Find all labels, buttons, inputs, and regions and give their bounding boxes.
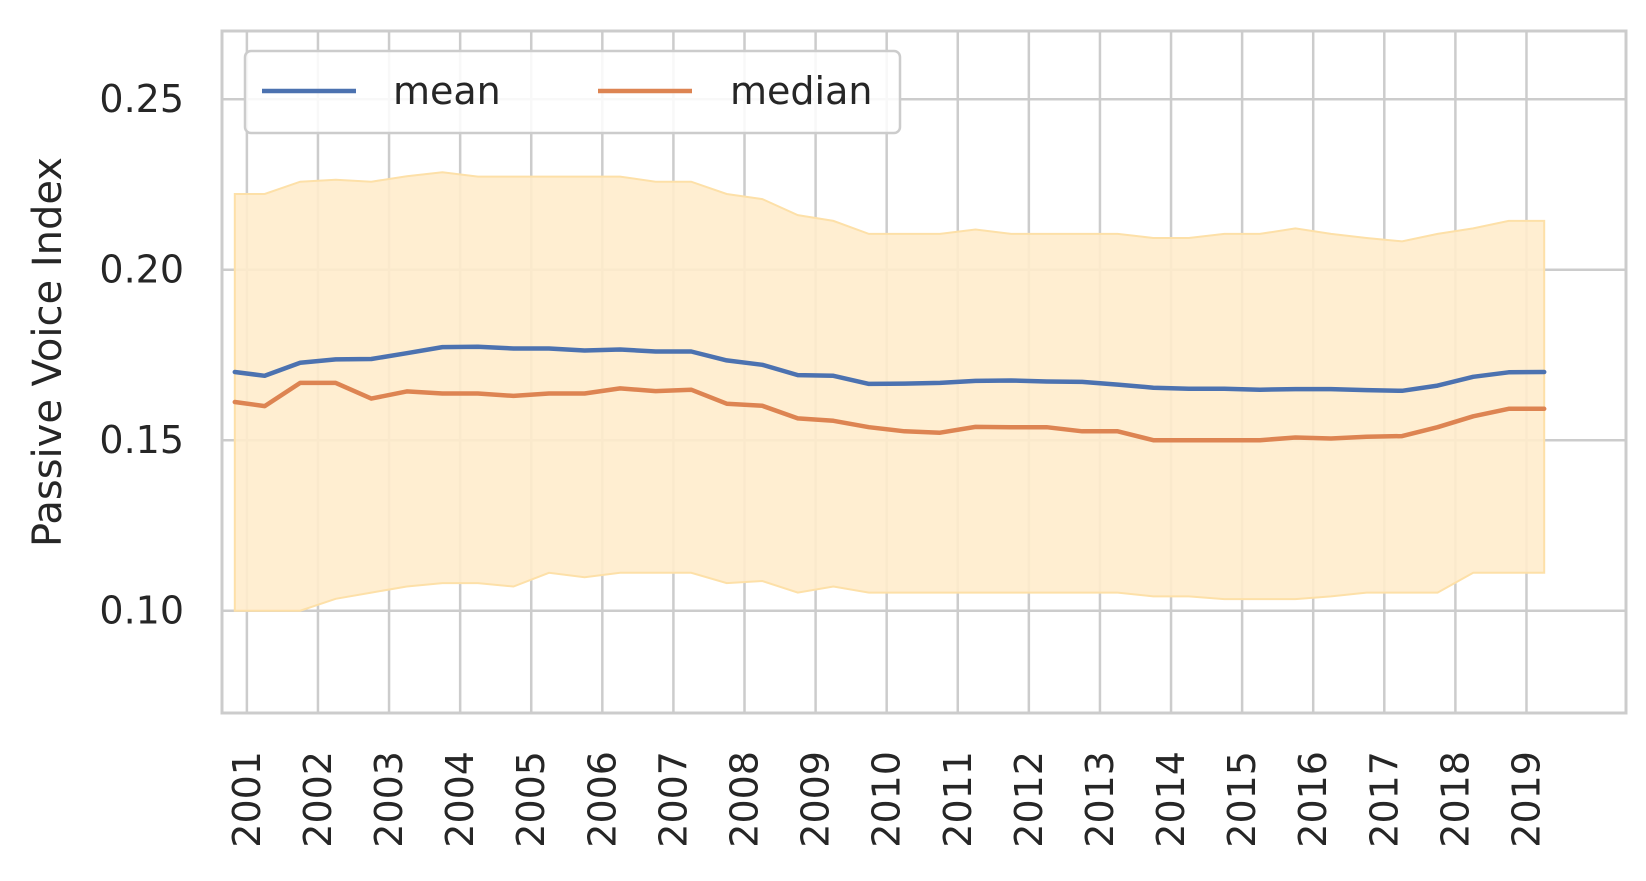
- x-tick-label: 2018: [1433, 751, 1477, 848]
- x-tick-label: 2017: [1362, 751, 1406, 848]
- series-lines: [232, 344, 1547, 443]
- x-tick-label: 2016: [1291, 751, 1335, 848]
- x-tick-label: 2004: [438, 751, 482, 848]
- legend-label-mean: mean: [393, 69, 501, 113]
- x-tick-label: 2012: [1007, 751, 1051, 848]
- x-tick-label: 2003: [367, 751, 411, 848]
- x-tick-label: 2006: [580, 751, 624, 848]
- y-axis-label: Passive Voice Index: [25, 157, 71, 547]
- x-tick-label: 2009: [794, 751, 838, 848]
- x-tick-label: 2005: [509, 751, 553, 848]
- band-area: [233, 171, 1546, 612]
- x-tick-label: 2002: [296, 751, 340, 848]
- x-tick-label: 2014: [1149, 751, 1193, 848]
- x-tick-label: 2007: [651, 751, 695, 848]
- x-tick-label: 2011: [936, 751, 980, 848]
- x-tick-label: 2013: [1078, 751, 1122, 848]
- y-tick-label: 0.15: [99, 418, 184, 462]
- legend-box: [243, 49, 902, 135]
- x-tick-label: 2015: [1220, 751, 1264, 848]
- y-axis-ticks: 0.10 0.15 0.20 0.25: [99, 77, 184, 633]
- legend-label-median: median: [730, 69, 872, 113]
- x-tick-label: 2008: [723, 751, 767, 848]
- plot-frame: [220, 29, 1628, 715]
- x-axis-ticks: 2001 2002 2003 2004 2005 2006 2007 2008 2009 2010…: [225, 751, 1549, 848]
- series-line-median: [232, 380, 1547, 443]
- x-tick-label: 2019: [1504, 751, 1548, 848]
- x-tick-label: 2010: [865, 751, 909, 848]
- y-tick-label: 0.10: [99, 589, 184, 633]
- y-tick-label: 0.20: [99, 248, 184, 292]
- series-line-mean: [232, 344, 1547, 394]
- y-tick-label: 0.25: [99, 77, 184, 121]
- x-tick-label: 2001: [225, 751, 269, 848]
- legend: mean median: [243, 49, 902, 135]
- confidence-band: [233, 171, 1546, 612]
